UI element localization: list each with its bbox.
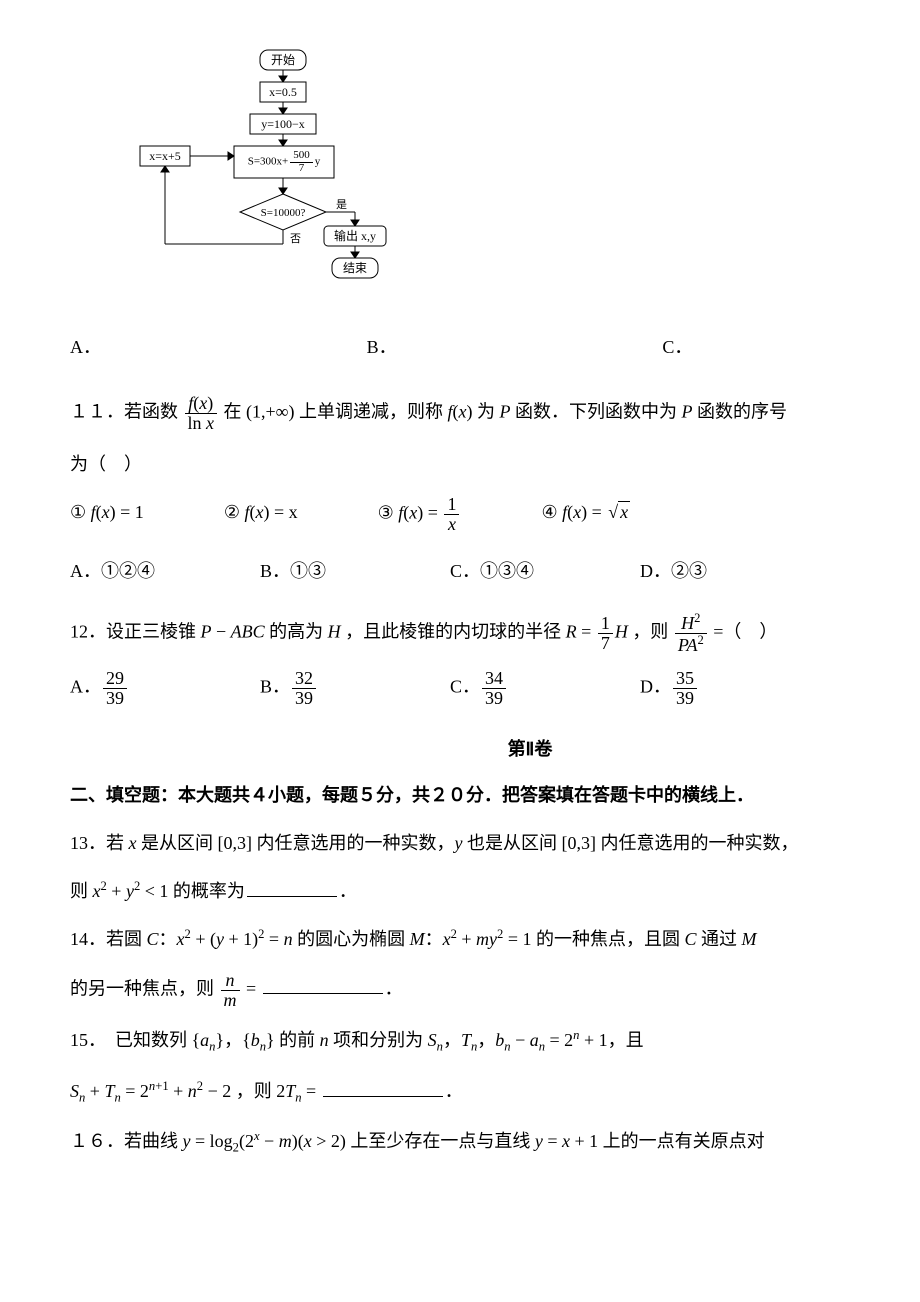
fill-header: 二、填空题：本大题共４小题，每题５分，共２０分．把答案填在答题卡中的横线上． <box>70 778 920 812</box>
fc-start: 开始 <box>271 53 295 67</box>
fc-assign2: S=300x+5007y <box>234 146 334 174</box>
part2-title: 第Ⅱ卷 <box>70 732 920 766</box>
fc-yes: 是 <box>336 198 347 211</box>
q11-item1: ① f(x) = 1 <box>70 495 144 534</box>
q11-stem: １１．若函数 f(x) ln x 在 (1,+∞) 上单调递减，则称 f(x) … <box>70 394 920 433</box>
q11-choice-d: D．②③ <box>640 554 830 588</box>
q11-item3: ③ f(x) = 1x <box>378 495 462 534</box>
q14-line1: 14．若圆 C：x2 + (y + 1)2 = n 的圆心为椭圆 M：x2 + … <box>70 922 920 956</box>
fc-end: 结束 <box>343 261 367 275</box>
q11-choices: A．①②④ B．①③ C．①③④ D．②③ <box>70 554 920 588</box>
q12-choice-c: C．3439 <box>450 669 640 708</box>
fc-assign1: y=100−x <box>261 117 305 131</box>
fc-init: x=0.5 <box>269 85 297 99</box>
fc-cond: S=10000? <box>261 207 306 219</box>
q10-opt-b: B． <box>367 330 397 364</box>
flowchart-q10: 开始 x=0.5 y=100−x S=300x+5007y S=10000? 是… <box>130 40 920 290</box>
q14-blank <box>263 977 383 994</box>
q15-line2: Sn + Tn = 2n+1 + n2 − 2 ，则 2Tn = ． <box>70 1074 920 1111</box>
q14-line2: 的另一种焦点，则 nm = ． <box>70 971 920 1010</box>
q12-choices: A．2939 B．3239 C．3439 D．3539 <box>70 669 920 708</box>
q10-options: A． B． C． D . <box>70 330 920 364</box>
q11-item4: ④ f(x) = x <box>541 495 630 534</box>
fc-out: 输出 x,y <box>334 228 376 243</box>
q11-item2: ② f(x) = x <box>224 495 298 534</box>
q11-choice-a: A．①②④ <box>70 554 260 588</box>
q12-stem: 12．设正三棱锥 P − ABC 的高为 H ，且此棱锥的内切球的半径 R = … <box>70 612 920 655</box>
q10-opt-c: C． <box>662 330 692 364</box>
q15-line1: 15． 已知数列 {an}，{bn} 的前 n 项和分别为 Sn，Tn，bn −… <box>70 1023 920 1060</box>
q16-line1: １６．若曲线 y = log2(2x − m)(x > 2) 上至少存在一点与直… <box>70 1124 920 1161</box>
q11-stem2: 为（ ） <box>70 447 920 481</box>
q13-blank <box>247 880 337 897</box>
q11-choice-c: C．①③④ <box>450 554 640 588</box>
q10-opt-a: A． <box>70 330 101 364</box>
q11-items: ① f(x) = 1 ② f(x) = x ③ f(x) = 1x ④ f(x)… <box>70 495 920 534</box>
q13-line2: 则 x2 + y2 < 1 的概率为． <box>70 874 920 908</box>
fc-inc: x=x+5 <box>149 149 181 163</box>
q12-choice-d: D．3539 <box>640 669 830 708</box>
q13-line1: 13．若 x 是从区间 [0,3] 内任意选用的一种实数，y 也是从区间 [0,… <box>70 826 920 860</box>
fc-no: 否 <box>290 233 301 245</box>
q15-blank <box>323 1080 443 1097</box>
q12-choice-b: B．3239 <box>260 669 450 708</box>
q11-choice-b: B．①③ <box>260 554 450 588</box>
q12-choice-a: A．2939 <box>70 669 260 708</box>
